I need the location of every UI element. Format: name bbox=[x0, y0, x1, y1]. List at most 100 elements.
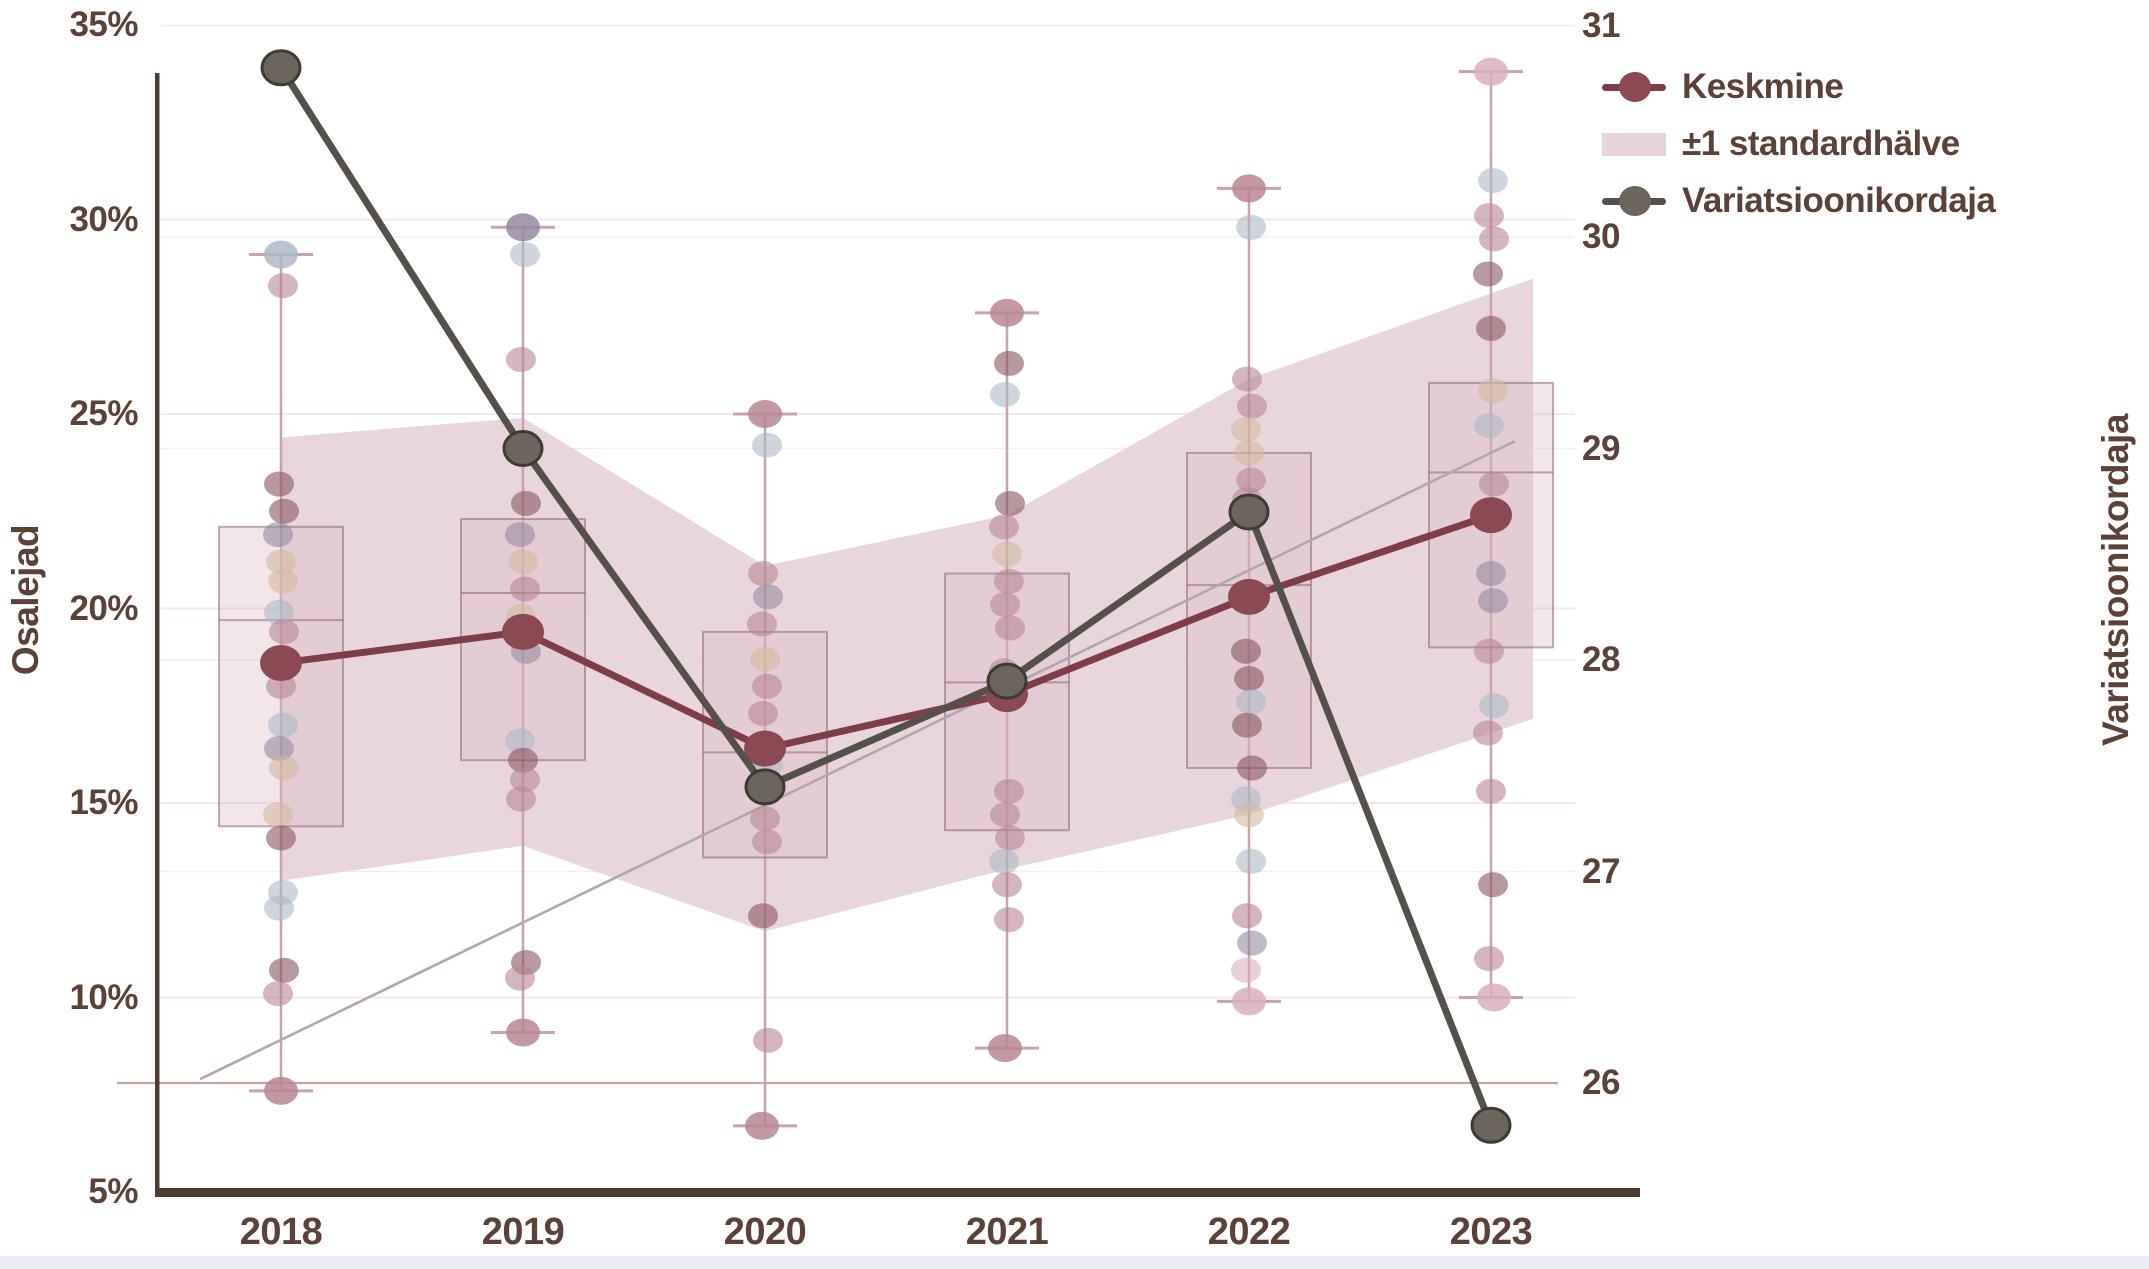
observation-dot bbox=[506, 213, 540, 242]
observation-dot bbox=[508, 747, 538, 773]
observation-dot bbox=[753, 584, 783, 610]
x-tick-label: 2021 bbox=[965, 1211, 1049, 1253]
observation-dot bbox=[1474, 203, 1504, 229]
observation-dot bbox=[266, 673, 296, 699]
observation-dot bbox=[1478, 378, 1508, 404]
observation-dot bbox=[752, 829, 782, 855]
observation-dot bbox=[752, 673, 782, 699]
left-tick-label: 35% bbox=[69, 5, 138, 44]
observation-dot bbox=[1477, 983, 1511, 1012]
observation-dot bbox=[269, 957, 299, 983]
observation-dot bbox=[1479, 693, 1509, 719]
x-tick-label: 2022 bbox=[1207, 1211, 1291, 1253]
observation-dot bbox=[268, 273, 298, 299]
observation-dot bbox=[990, 382, 1020, 408]
observation-dot bbox=[505, 522, 535, 548]
right-tick-label: 30 bbox=[1582, 217, 1620, 256]
right-tick-label: 29 bbox=[1582, 429, 1620, 468]
observation-dot bbox=[268, 712, 298, 738]
observation-dot bbox=[1474, 57, 1508, 86]
observation-dot bbox=[510, 242, 540, 268]
observation-dot bbox=[990, 298, 1024, 327]
left-tick-label: 20% bbox=[69, 589, 138, 628]
x-tick-label: 2020 bbox=[723, 1211, 807, 1253]
observation-dot bbox=[748, 903, 778, 929]
observation-dot bbox=[992, 541, 1022, 567]
observation-dot bbox=[510, 576, 540, 602]
observation-dot bbox=[264, 240, 298, 269]
observation-dot bbox=[1236, 214, 1266, 240]
observation-dot bbox=[1234, 440, 1264, 466]
observation-dot bbox=[506, 347, 536, 373]
right-tick-label: 27 bbox=[1582, 852, 1620, 891]
y-axis-line bbox=[155, 73, 160, 1192]
observation-dot bbox=[1236, 848, 1266, 874]
observation-dot bbox=[263, 522, 293, 548]
observation-dot bbox=[1479, 471, 1509, 497]
observation-dot bbox=[506, 786, 536, 812]
right-tick-label: 31 bbox=[1582, 6, 1620, 45]
observation-dot bbox=[994, 350, 1024, 376]
observation-dot bbox=[266, 549, 296, 575]
observation-dot bbox=[266, 825, 296, 851]
right-axis-title: Variatsioonikordaja bbox=[2095, 414, 2136, 746]
legend-item-standardhalve: ±1 standardhälve bbox=[1602, 121, 1995, 167]
observation-dot bbox=[748, 400, 782, 428]
left-tick-label: 15% bbox=[69, 783, 138, 822]
observation-dot bbox=[264, 736, 294, 762]
observation-dot bbox=[1236, 689, 1266, 715]
mean-line-icon bbox=[1602, 64, 1666, 110]
observation-dot bbox=[269, 755, 299, 781]
legend: Keskmine ±1 standardhälve Variatsiooniko… bbox=[1602, 64, 1996, 224]
observation-dot bbox=[989, 848, 1019, 874]
cv-dot bbox=[986, 662, 1028, 700]
observation-dot bbox=[506, 1018, 540, 1047]
observation-dot bbox=[748, 560, 778, 586]
observation-dot bbox=[1474, 413, 1504, 439]
observation-dot bbox=[263, 981, 293, 1007]
observation-dot bbox=[994, 907, 1024, 933]
x-axis-line bbox=[155, 1188, 1640, 1197]
observation-dot bbox=[1232, 903, 1262, 929]
cv-line-icon bbox=[1602, 178, 1666, 224]
mean-dot bbox=[260, 644, 302, 681]
cv-dot bbox=[744, 768, 786, 806]
observation-dot bbox=[994, 568, 1024, 594]
observation-dot bbox=[510, 767, 540, 793]
observation-dot bbox=[1234, 802, 1264, 828]
observation-dot bbox=[269, 619, 299, 645]
observation-dot bbox=[1478, 588, 1508, 614]
observation-dot bbox=[994, 778, 1024, 804]
observation-dot bbox=[1476, 315, 1506, 341]
observation-dot bbox=[1479, 226, 1509, 252]
left-tick-label: 10% bbox=[69, 978, 138, 1017]
right-tick-label: 26 bbox=[1582, 1063, 1620, 1102]
observation-dot bbox=[995, 490, 1025, 516]
left-axis-title: Osalejad bbox=[5, 524, 46, 676]
observation-dot bbox=[264, 471, 294, 497]
x-tick-label: 2018 bbox=[239, 1211, 323, 1253]
left-tick-label: 25% bbox=[69, 394, 138, 433]
observation-dot bbox=[995, 825, 1025, 851]
observation-dot bbox=[992, 872, 1022, 898]
observation-dot bbox=[505, 728, 535, 754]
cv-line bbox=[278, 65, 1495, 1127]
legend-item-variatsioonikordaja: Variatsioonikordaja bbox=[1602, 178, 1996, 224]
observation-dot bbox=[990, 802, 1020, 828]
observation-dot bbox=[1478, 872, 1508, 898]
observation-dot bbox=[745, 1111, 779, 1140]
observation-dot bbox=[990, 592, 1020, 618]
observation-dot bbox=[505, 965, 535, 991]
cv-dot bbox=[260, 49, 302, 87]
observation-dot bbox=[511, 490, 541, 516]
cv-dot bbox=[502, 430, 544, 467]
mean-line bbox=[280, 511, 1493, 753]
observation-dot bbox=[1232, 174, 1266, 203]
observation-dot bbox=[1231, 957, 1261, 983]
observation-dot bbox=[750, 646, 780, 672]
observation-dot bbox=[752, 432, 782, 458]
left-tick-label: 30% bbox=[69, 200, 138, 239]
observation-dot bbox=[1478, 168, 1508, 194]
